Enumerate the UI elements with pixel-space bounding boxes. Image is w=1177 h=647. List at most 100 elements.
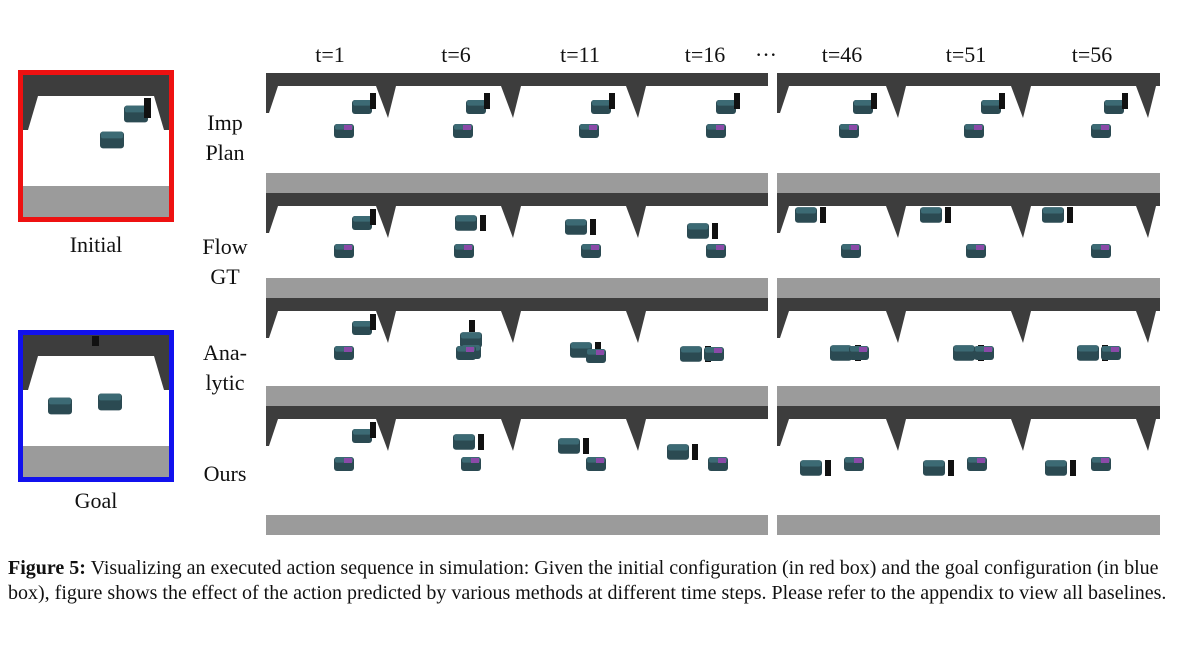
block — [565, 219, 587, 235]
time-label-t16: t=16 — [684, 42, 726, 67]
goal-marker — [344, 245, 352, 250]
block — [680, 346, 702, 362]
block — [1077, 345, 1099, 361]
frame-wall-wedge — [886, 311, 906, 343]
goal-marker — [589, 125, 597, 130]
frame-front-edge — [777, 278, 1160, 298]
frame-wall — [266, 73, 768, 86]
block — [953, 345, 975, 361]
frame-wall — [266, 406, 768, 419]
goal-marker — [1101, 245, 1109, 250]
block — [352, 321, 372, 335]
pusher — [370, 93, 376, 109]
goal-label: Goal — [74, 488, 118, 513]
pusher — [1067, 207, 1073, 223]
goal-marker — [464, 245, 472, 250]
block — [981, 100, 1001, 114]
block — [920, 207, 942, 223]
frame-front-edge — [777, 173, 1160, 193]
frame-wall-wedge — [777, 206, 789, 233]
scene-front-edge — [18, 446, 174, 482]
row-label-line2: lytic — [205, 370, 245, 395]
simulation-frames-grid — [266, 73, 1160, 535]
goal-marker — [976, 245, 984, 250]
goal-marker — [463, 125, 471, 130]
pusher — [144, 98, 151, 118]
frame-wall-wedge — [1011, 86, 1031, 118]
pusher — [370, 209, 376, 225]
goal-marker — [1101, 458, 1109, 463]
ellipsis: ··· — [755, 42, 777, 67]
frame-front-edge — [777, 386, 1160, 406]
goal-marker — [471, 458, 479, 463]
frame-front-edge — [266, 386, 768, 406]
goal-marker — [596, 350, 604, 355]
frame-wall — [777, 298, 1160, 311]
row-label-flow-gt: Flow GT — [190, 232, 260, 292]
goal-marker — [977, 458, 985, 463]
row-label-ours: Ours — [190, 459, 260, 489]
frame-wall-wedge — [626, 86, 646, 118]
pusher — [945, 207, 951, 223]
pusher — [590, 219, 596, 235]
block — [800, 460, 822, 476]
frame-wall-wedge — [501, 86, 521, 118]
pusher — [478, 434, 484, 450]
panel-border — [18, 330, 174, 482]
goal-marker — [1101, 125, 1109, 130]
pusher — [469, 320, 475, 332]
time-label-t51: t=51 — [945, 42, 987, 67]
time-label-t6: t=6 — [441, 42, 471, 67]
goal-marker — [344, 125, 352, 130]
row-label-line2: Plan — [205, 140, 245, 165]
block — [352, 100, 372, 114]
frame-wall-wedge — [266, 419, 278, 446]
frame-wall-wedge — [266, 311, 278, 338]
goal-marker — [344, 458, 352, 463]
frame-front-edge — [777, 515, 1160, 535]
pusher — [692, 444, 698, 460]
frame-wall — [266, 298, 768, 311]
time-label-t56: t=56 — [1071, 42, 1113, 67]
block — [667, 444, 689, 460]
panel-border — [18, 70, 174, 222]
time-label-t11: t=11 — [560, 42, 600, 67]
block — [716, 100, 736, 114]
frame-wall-wedge — [376, 311, 396, 343]
block — [48, 397, 72, 415]
goal-marker — [718, 458, 726, 463]
goal-marker — [859, 347, 867, 352]
frame-wall-wedge — [1136, 206, 1156, 238]
initial-configuration-image — [18, 70, 174, 222]
frame-front-edge — [266, 173, 768, 193]
goal-marker — [344, 347, 352, 352]
frame-wall-wedge — [626, 311, 646, 343]
pusher — [820, 207, 826, 223]
goal-marker — [716, 125, 724, 130]
goal-configuration-image — [18, 330, 174, 482]
pusher — [948, 460, 954, 476]
frame-wall-wedge — [501, 206, 521, 238]
goal-marker — [854, 458, 862, 463]
caption-text: Visualizing an executed action sequence … — [8, 557, 1167, 604]
frame-wall-wedge — [501, 311, 521, 343]
frame-wall-wedge — [1011, 206, 1031, 238]
frame-front-edge — [266, 278, 768, 298]
pusher — [825, 460, 831, 476]
goal-marker — [984, 347, 992, 352]
block — [98, 393, 122, 411]
pusher — [734, 93, 740, 109]
pusher — [370, 314, 376, 330]
block — [687, 223, 709, 239]
frame-wall-wedge — [1136, 311, 1156, 343]
row-label-line1: Imp — [207, 110, 243, 135]
goal-marker — [714, 348, 722, 353]
goal-marker — [466, 347, 474, 352]
frame-front-edge — [266, 515, 768, 535]
goal-marker — [974, 125, 982, 130]
block — [1045, 460, 1067, 476]
goal-marker — [596, 458, 604, 463]
block — [453, 434, 475, 450]
row-label-line1: Ana- — [203, 340, 247, 365]
column-gap — [768, 73, 777, 535]
